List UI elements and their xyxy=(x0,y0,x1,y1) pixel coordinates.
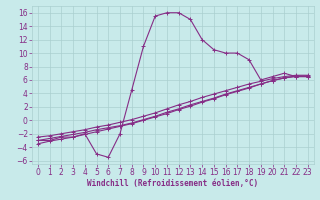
X-axis label: Windchill (Refroidissement éolien,°C): Windchill (Refroidissement éolien,°C) xyxy=(87,179,258,188)
